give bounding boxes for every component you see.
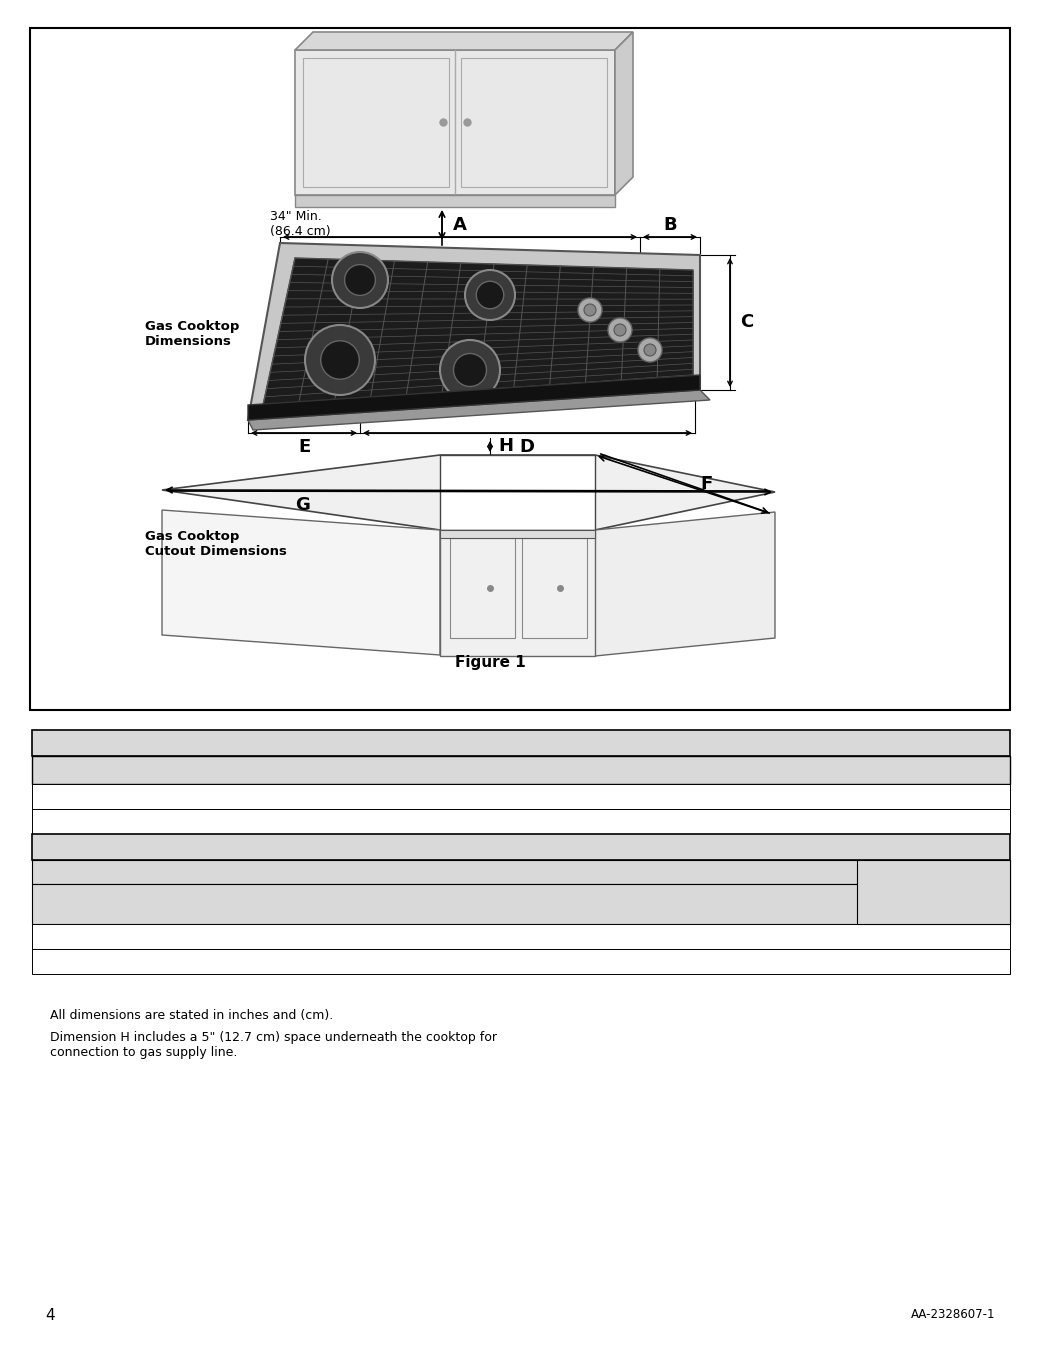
Polygon shape <box>248 242 700 420</box>
Circle shape <box>584 304 596 317</box>
Text: F: F <box>700 475 712 493</box>
Text: A: A <box>453 216 467 234</box>
Text: 2 ⁷⁄₁₆" (6.2): 2 ⁷⁄₁₆" (6.2) <box>557 815 621 827</box>
Text: 19" (48.3): 19" (48.3) <box>577 929 636 943</box>
Text: A. WIDTH: A. WIDTH <box>257 764 321 776</box>
Text: Gas Cooktop
Cutout Dimensions: Gas Cooktop Cutout Dimensions <box>145 529 287 558</box>
Circle shape <box>476 282 504 308</box>
Polygon shape <box>295 32 633 50</box>
Circle shape <box>608 318 632 342</box>
Text: C. HEIGHT: C. HEIGHT <box>555 764 623 776</box>
Text: 30" (76.2): 30" (76.2) <box>259 789 319 803</box>
Text: 33 ⅞ (86): 33 ⅞ (86) <box>250 955 308 967</box>
Polygon shape <box>162 511 440 655</box>
Circle shape <box>440 339 500 400</box>
Polygon shape <box>595 512 775 656</box>
Text: H. HEIGHT
BELOW
COOKTOP: H. HEIGHT BELOW COOKTOP <box>898 870 967 913</box>
Text: 29 ⁵⁄₁₆" (74.3): 29 ⁵⁄₁₆" (74.3) <box>403 929 483 943</box>
Text: H: H <box>498 436 513 455</box>
Text: 36" (91.4): 36" (91.4) <box>259 815 319 827</box>
Text: MAXIMUM: MAXIMUM <box>736 897 804 911</box>
Bar <box>295 195 615 207</box>
Circle shape <box>321 341 359 380</box>
Text: Dimension H includes a 5" (12.7 cm) space underneath the cooktop for
connection : Dimension H includes a 5" (12.7 cm) spac… <box>50 1030 497 1059</box>
Text: 27" (68.6): 27" (68.6) <box>726 789 785 803</box>
Text: F. WIDTH: F. WIDTH <box>336 866 396 878</box>
Text: 19" (48.3): 19" (48.3) <box>577 955 636 967</box>
Text: PRODUCT DIMENSIONS: PRODUCT DIMENSIONS <box>431 735 611 750</box>
Polygon shape <box>295 50 615 195</box>
Bar <box>461 58 607 187</box>
Bar <box>857 859 1010 924</box>
Text: 36" Gas Cooktop: 36" Gas Cooktop <box>68 955 167 967</box>
Text: Figure 1: Figure 1 <box>455 655 526 669</box>
Text: 30" Gas Cooktop: 30" Gas Cooktop <box>74 789 173 803</box>
Text: MODEL: MODEL <box>94 897 141 911</box>
Bar <box>450 537 515 638</box>
Text: 7.5" (19.0): 7.5" (19.0) <box>902 929 965 943</box>
Text: Gas Cooktop
Dimensions: Gas Cooktop Dimensions <box>145 321 239 348</box>
Polygon shape <box>248 391 710 430</box>
Text: B. DEPTH: B. DEPTH <box>408 764 471 776</box>
Text: 7.5" (19.0): 7.5" (19.0) <box>902 955 965 967</box>
Text: 21" (53.3): 21" (53.3) <box>409 789 468 803</box>
Text: 36" Gas Cooktop: 36" Gas Cooktop <box>74 815 173 827</box>
Bar <box>32 924 1010 950</box>
Text: MINIMUM: MINIMUM <box>247 897 311 911</box>
Bar <box>30 28 1010 710</box>
Bar <box>32 784 1010 810</box>
Polygon shape <box>440 455 595 529</box>
Bar <box>32 950 1010 974</box>
Text: MAXIMUM: MAXIMUM <box>409 897 477 911</box>
Text: G. DEPTH: G. DEPTH <box>662 866 725 878</box>
Circle shape <box>614 325 626 335</box>
Text: B: B <box>663 216 677 234</box>
Circle shape <box>465 269 515 321</box>
Circle shape <box>644 343 656 356</box>
Bar <box>32 756 1010 784</box>
Text: E. BOX DEPTH: E. BOX DEPTH <box>882 764 974 776</box>
Text: AA-2328607-1: AA-2328607-1 <box>911 1308 995 1321</box>
Polygon shape <box>440 529 595 537</box>
Text: CUTOUT DIMENSIONS: CUTOUT DIMENSIONS <box>436 841 606 854</box>
Text: 20" (50.8): 20" (50.8) <box>740 955 799 967</box>
Bar <box>32 884 1010 924</box>
Text: 30" Gas Cooktop: 30" Gas Cooktop <box>68 929 167 943</box>
Circle shape <box>454 353 486 387</box>
Circle shape <box>345 264 376 295</box>
Text: MODEL: MODEL <box>100 764 147 776</box>
Bar <box>32 810 1010 834</box>
Text: MINIMUM: MINIMUM <box>575 897 638 911</box>
Text: 18 ⅞" (47.9): 18 ⅞" (47.9) <box>891 815 965 827</box>
Text: 21" (53.3): 21" (53.3) <box>409 815 468 827</box>
Polygon shape <box>615 32 633 195</box>
Bar <box>32 730 1010 756</box>
Text: 18 ⅞" (47.9): 18 ⅞" (47.9) <box>891 789 965 803</box>
Circle shape <box>332 252 388 308</box>
Circle shape <box>305 325 375 395</box>
Text: E: E <box>298 438 310 457</box>
Text: D: D <box>519 438 534 457</box>
Polygon shape <box>162 455 775 529</box>
Polygon shape <box>440 529 595 656</box>
Bar <box>32 834 1010 859</box>
Circle shape <box>578 298 602 322</box>
Bar <box>32 859 1010 884</box>
Polygon shape <box>248 374 700 420</box>
Text: 2 ⁷⁄₁₆" (6.2): 2 ⁷⁄₁₆" (6.2) <box>557 789 621 803</box>
Text: 33 ⅝" (85.4): 33 ⅝" (85.4) <box>718 815 792 827</box>
Bar <box>303 58 449 187</box>
Text: 35 ⅝" (90.3): 35 ⅝" (90.3) <box>406 955 480 967</box>
Bar <box>522 537 587 638</box>
Text: D. BOX WIDTH: D. BOX WIDTH <box>707 764 803 776</box>
Text: C: C <box>740 313 754 331</box>
Circle shape <box>638 338 662 362</box>
Text: 34" Min.
(86.4 cm): 34" Min. (86.4 cm) <box>270 210 331 238</box>
Polygon shape <box>263 259 693 405</box>
Text: All dimensions are stated in inches and (cm).: All dimensions are stated in inches and … <box>50 1009 333 1022</box>
Text: G: G <box>295 496 310 515</box>
Text: 27 ¼ (69.2): 27 ¼ (69.2) <box>245 929 313 943</box>
Text: 20" (50.8): 20" (50.8) <box>740 929 799 943</box>
Text: 4: 4 <box>45 1308 54 1323</box>
